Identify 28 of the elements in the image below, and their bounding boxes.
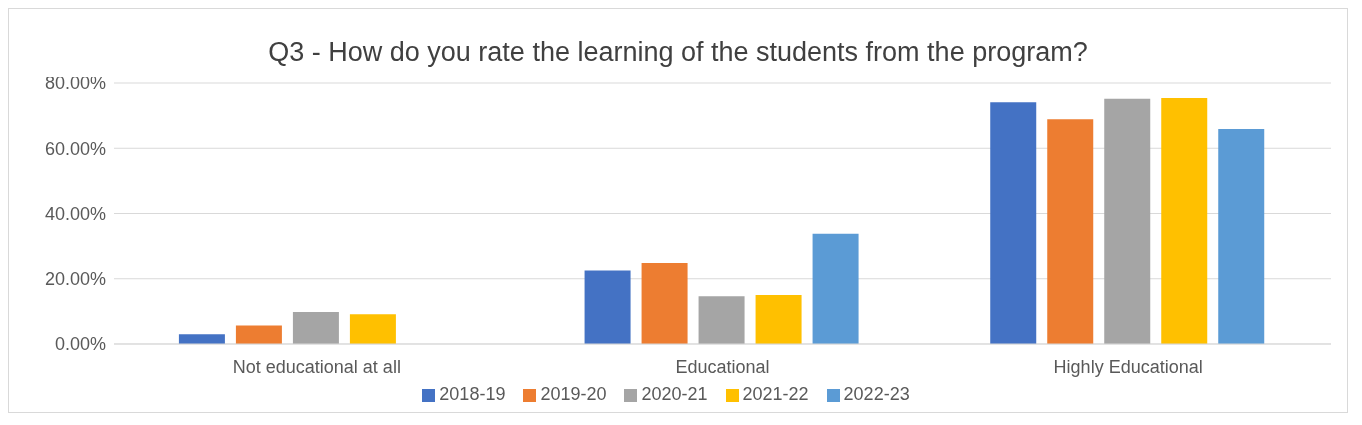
legend-label: 2021-22	[742, 384, 809, 404]
y-tick-label: 80.00%	[44, 73, 106, 94]
bar	[235, 325, 282, 344]
bar	[641, 263, 688, 344]
legend-label: 2020-21	[641, 384, 708, 404]
legend-label: 2022-23	[843, 384, 910, 404]
y-tick-label: 0.00%	[54, 334, 106, 355]
bar	[990, 102, 1037, 344]
bar	[292, 312, 339, 344]
y-tick-label: 60.00%	[44, 138, 106, 159]
bar	[178, 334, 225, 344]
bar	[1218, 129, 1265, 344]
bar	[698, 296, 745, 344]
bar	[1104, 98, 1151, 344]
legend-label: 2018-19	[439, 384, 506, 404]
x-tick-label: Educational	[675, 356, 770, 377]
bar	[584, 270, 631, 344]
y-tick-label: 40.00%	[44, 203, 106, 224]
bar	[812, 233, 859, 344]
bar	[349, 314, 396, 344]
bar	[755, 295, 802, 344]
bar	[1161, 98, 1208, 344]
chart-title: Q3 - How do you rate the learning of the students from the program?	[268, 37, 1088, 67]
x-tick-label: Highly Educational	[1053, 356, 1203, 377]
legend-label: 2019-20	[540, 384, 607, 404]
bar	[1047, 119, 1094, 344]
x-tick-label: Not educational at all	[232, 356, 401, 377]
y-tick-label: 20.00%	[44, 269, 106, 290]
